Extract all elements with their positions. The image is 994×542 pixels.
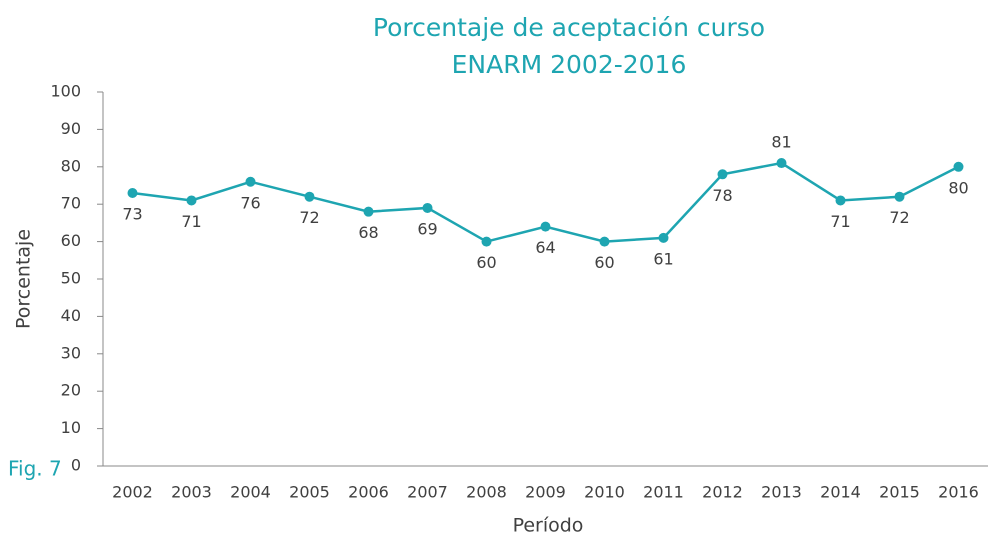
x-tick-label: 2013 <box>761 483 802 502</box>
x-tick-label: 2008 <box>466 483 507 502</box>
x-tick-label: 2010 <box>584 483 625 502</box>
point <box>127 187 138 198</box>
y-tick-label: 90 <box>61 119 81 138</box>
data-label: 76 <box>240 193 260 212</box>
x-tick-label: 2015 <box>879 483 920 502</box>
x-tick-label: 2012 <box>702 483 743 502</box>
y-tick-label: 50 <box>61 269 81 288</box>
annotation: Fig. 7 <box>8 457 62 481</box>
data-label: 64 <box>535 238 555 257</box>
data-label: 73 <box>122 204 142 223</box>
x-tick-label: 2004 <box>230 483 271 502</box>
y-tick-label: 70 <box>61 194 81 213</box>
point <box>422 202 433 213</box>
chart-title: ENARM 2002-2016 <box>452 50 687 79</box>
data-label: 80 <box>948 178 968 197</box>
x-tick-label: 2003 <box>171 483 212 502</box>
data-label: 61 <box>653 249 673 268</box>
x-tick-label: 2005 <box>289 483 330 502</box>
y-tick-label: 30 <box>61 343 81 362</box>
point <box>245 176 256 187</box>
data-label: 71 <box>830 212 850 231</box>
x-tick-label: 2006 <box>348 483 389 502</box>
data-label: 72 <box>889 208 909 227</box>
y-tick-label: 20 <box>61 381 81 400</box>
data-label: 60 <box>476 253 496 272</box>
point <box>776 158 787 169</box>
x-tick-label: 2016 <box>938 483 979 502</box>
point <box>186 195 197 206</box>
point <box>540 221 551 232</box>
data-label: 78 <box>712 186 732 205</box>
chart-title: Porcentaje de aceptación curso <box>373 13 765 42</box>
y-tick-label: 10 <box>61 418 81 437</box>
data-label: 81 <box>771 133 791 152</box>
x-tick-label: 2014 <box>820 483 861 502</box>
data-label: 72 <box>299 208 319 227</box>
point <box>363 206 374 217</box>
point <box>658 232 669 243</box>
x-tick-label: 2009 <box>525 483 566 502</box>
y-tick-label: 40 <box>61 306 81 325</box>
y-tick-label: 60 <box>61 231 81 250</box>
data-label: 60 <box>594 253 614 272</box>
data-label: 68 <box>358 223 378 242</box>
point <box>599 236 610 247</box>
y-tick-label: 80 <box>61 156 81 175</box>
data-label: 69 <box>417 219 437 238</box>
y-axis-title: Porcentaje <box>13 229 35 329</box>
data-label: 71 <box>181 212 201 231</box>
point <box>304 191 315 202</box>
x-tick-label: 2011 <box>643 483 684 502</box>
point <box>717 169 728 180</box>
y-tick-label: 100 <box>50 82 81 101</box>
x-tick-label: 2007 <box>407 483 448 502</box>
point <box>481 236 492 247</box>
point <box>953 161 964 172</box>
y-tick-label: 0 <box>71 456 81 475</box>
x-tick-label: 2002 <box>112 483 153 502</box>
point <box>835 195 846 206</box>
point <box>894 191 905 202</box>
x-axis-title: Período <box>513 515 584 537</box>
